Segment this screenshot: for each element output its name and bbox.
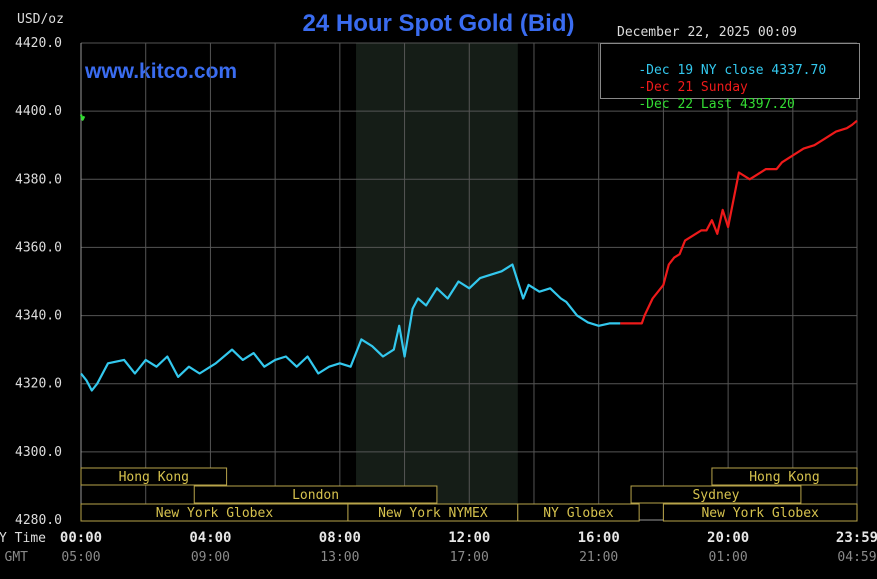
session-label: Sydney	[692, 488, 739, 503]
legend-swatch: -	[638, 97, 647, 112]
legend-entry-ny-close: -Dec 19 NY close 4337.70	[607, 45, 826, 96]
y-tick-label: 4400.0	[15, 104, 62, 119]
gmt-label: GMT	[5, 550, 29, 565]
session-label: New York Globex	[701, 506, 819, 521]
watermark: www.kitco.com	[85, 60, 238, 83]
session-label: NY Globex	[543, 506, 614, 521]
ny-time-label: NY Time	[0, 531, 46, 546]
legend-entry-sunday: -Dec 21 Sunday	[607, 62, 748, 113]
session-box	[80, 467, 228, 486]
y-tick-label: 4280.0	[15, 513, 62, 528]
ny-tick-label: 12:00	[448, 530, 490, 546]
ny-tick-label: 00:00	[60, 530, 102, 546]
unit-label: USD/oz	[17, 12, 64, 27]
session-label: Hong Kong	[119, 470, 189, 485]
legend-label: Dec 19 NY close 4337.70	[646, 63, 827, 78]
legend-swatch: -	[638, 63, 647, 78]
legend-entry-last: -Dec 22 Last 4397.20	[607, 79, 795, 130]
y-tick-label: 4360.0	[15, 240, 62, 255]
session-box	[193, 485, 438, 504]
highlight-band	[356, 43, 518, 520]
session-box	[630, 485, 802, 504]
session-label: New York NYMEX	[378, 506, 488, 521]
session-box	[517, 503, 640, 522]
series-line-1	[620, 119, 858, 325]
trading-sessions: Hong Kong London New York Globex New York N…	[80, 467, 858, 522]
y-tick-label: 4300.0	[15, 445, 62, 460]
gmt-tick-label: 04:59	[837, 550, 876, 565]
price-series	[79, 114, 858, 392]
legend-label: Dec 22 Last 4397.20	[646, 97, 795, 112]
chart-title: 24 Hour Spot Gold (Bid)	[302, 10, 575, 37]
nymex-highlight	[356, 43, 518, 520]
ny-tick-label: 04:00	[189, 530, 231, 546]
session-label: Hong Kong	[749, 470, 819, 485]
legend-label: Dec 21 Sunday	[646, 80, 748, 95]
ny-tick-label: 20:00	[707, 530, 749, 546]
grid	[80, 42, 858, 521]
series-line-2	[79, 114, 86, 121]
gmt-tick-label: 09:00	[191, 550, 230, 565]
ny-tick-label: 08:00	[319, 530, 361, 546]
gmt-tick-label: 01:00	[709, 550, 748, 565]
date-stamp: December 22, 2025 00:09	[617, 25, 798, 40]
y-tick-label: 4420.0	[15, 36, 62, 51]
gmt-tick-label: 13:00	[320, 550, 359, 565]
ny-tick-label: 16:00	[578, 530, 620, 546]
gmt-tick-label: 21:00	[579, 550, 618, 565]
legend-swatch: -	[638, 80, 647, 95]
ny-tick-label: 23:59	[836, 530, 877, 546]
gmt-tick-label: 17:00	[450, 550, 489, 565]
y-tick-label: 4340.0	[15, 309, 62, 324]
gmt-tick-label: 05:00	[61, 550, 100, 565]
session-box	[711, 467, 858, 486]
session-label: London	[292, 488, 339, 503]
session-label: New York Globex	[156, 506, 274, 521]
series-line-0	[80, 263, 621, 392]
y-tick-label: 4320.0	[15, 377, 62, 392]
legend: -Dec 19 NY close 4337.70 -Dec 21 Sunday …	[600, 43, 860, 112]
session-box	[662, 503, 858, 522]
y-tick-label: 4380.0	[15, 172, 62, 187]
